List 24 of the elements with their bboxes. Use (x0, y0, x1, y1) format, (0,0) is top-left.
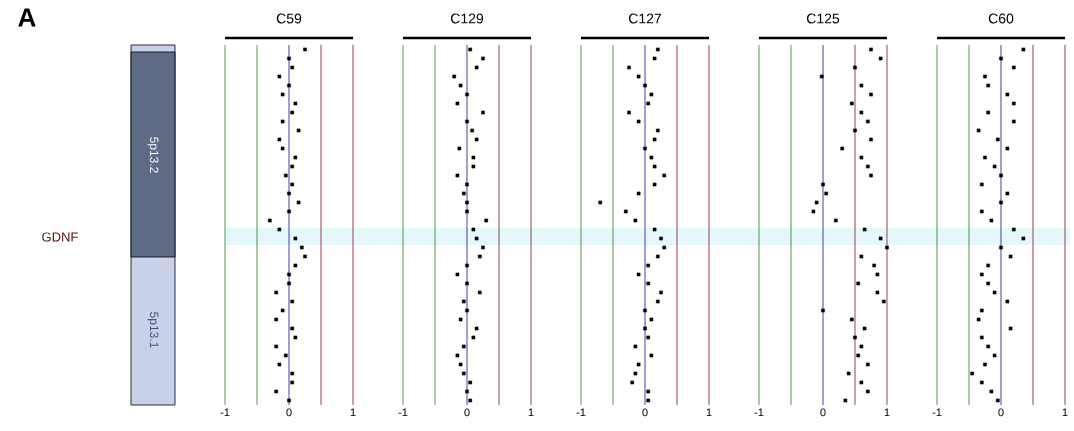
x-tick-label: 1 (528, 408, 534, 417)
x-tick-label: 0 (464, 408, 470, 417)
chart-title: C129 (450, 13, 484, 24)
x-tick-label: -1 (220, 408, 230, 417)
x-tick-label: 0 (998, 408, 1004, 417)
x-tick-label: 1 (706, 408, 712, 417)
chart-title: C59 (276, 13, 302, 24)
text: GDNF (42, 232, 78, 242)
x-tick-label: 0 (820, 408, 826, 417)
text: 5p13.2 (147, 137, 159, 173)
x-tick-label: 0 (286, 408, 292, 417)
x-tick-label: 1 (1062, 408, 1068, 417)
x-tick-label: 1 (350, 408, 356, 417)
x-tick-label: -1 (398, 408, 408, 417)
x-tick-label: 1 (884, 408, 890, 417)
text: A (18, 8, 36, 27)
x-tick-label: 0 (642, 408, 648, 417)
text: 5p13.1 (147, 312, 159, 348)
chart-title: C125 (806, 13, 840, 24)
x-tick-label: -1 (754, 408, 764, 417)
chart-title: C127 (628, 13, 662, 24)
chart-title: C60 (988, 13, 1014, 24)
x-tick-label: -1 (576, 408, 586, 417)
x-tick-label: -1 (932, 408, 942, 417)
